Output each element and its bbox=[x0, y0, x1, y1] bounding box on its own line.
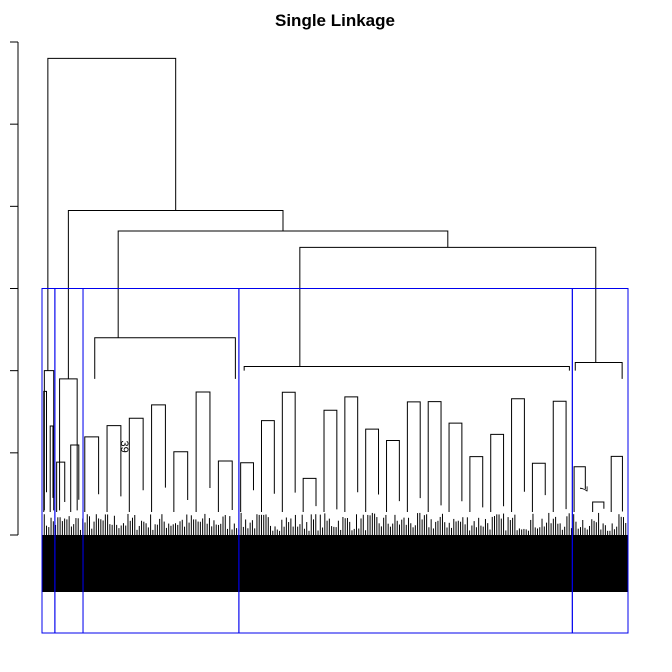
merge-link bbox=[302, 477, 317, 512]
merge-link bbox=[67, 209, 284, 379]
merge-link bbox=[365, 428, 380, 512]
merge-link bbox=[128, 417, 144, 512]
merge-link bbox=[490, 433, 505, 512]
merge-link bbox=[84, 436, 100, 512]
merge-link bbox=[217, 460, 233, 512]
leaf-band bbox=[42, 535, 628, 582]
merge-link bbox=[552, 400, 567, 512]
merge-link bbox=[43, 390, 48, 512]
merge-link bbox=[610, 455, 623, 512]
merge-link bbox=[511, 398, 525, 512]
chart-title: Single Linkage bbox=[275, 11, 395, 30]
merge-link bbox=[386, 439, 400, 512]
merge-link bbox=[173, 451, 189, 512]
merge-link bbox=[240, 462, 254, 512]
merge-link bbox=[70, 444, 80, 512]
cluster-rectangles bbox=[41, 288, 629, 634]
merge-link bbox=[592, 501, 605, 512]
merge-link bbox=[243, 366, 570, 371]
cluster-rect bbox=[571, 288, 629, 634]
merge-link bbox=[49, 425, 54, 512]
merge-link bbox=[427, 401, 442, 512]
merge-link bbox=[406, 401, 421, 512]
merge-link bbox=[195, 391, 211, 512]
merge-link bbox=[94, 337, 236, 379]
merge-link bbox=[531, 462, 546, 512]
merge-link bbox=[574, 361, 623, 379]
merge-link bbox=[260, 420, 275, 512]
leaf-label: 7 bbox=[577, 486, 589, 492]
merge-link bbox=[344, 396, 359, 512]
merge-link bbox=[56, 461, 66, 512]
merge-link bbox=[43, 370, 55, 511]
dendrogram-tree bbox=[41, 57, 629, 592]
leaf-label: 39 bbox=[118, 441, 130, 453]
merge-link bbox=[469, 456, 484, 512]
leaf-label-band bbox=[42, 578, 628, 592]
merge-link bbox=[281, 391, 296, 512]
merge-link bbox=[323, 409, 338, 512]
merge-link bbox=[151, 404, 166, 512]
merge-link bbox=[299, 246, 597, 367]
merge-link bbox=[47, 57, 177, 371]
leaf-labels: 39 7 bbox=[118, 441, 589, 492]
y-axis bbox=[10, 41, 19, 536]
merge-link bbox=[448, 422, 463, 512]
merge-link bbox=[573, 466, 586, 512]
merge-link bbox=[106, 425, 122, 512]
